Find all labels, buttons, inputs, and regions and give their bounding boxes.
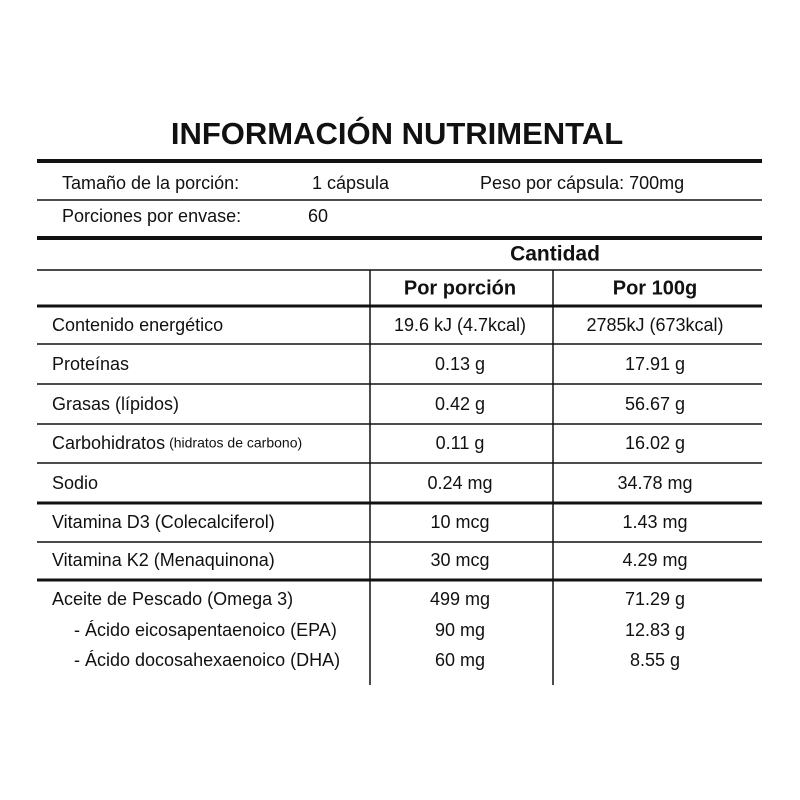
per-serving: 0.42 g bbox=[435, 394, 485, 414]
per-100g: 1.43 mg bbox=[622, 512, 687, 532]
per-100g: 17.91 g bbox=[625, 354, 685, 374]
per-serving: 19.6 kJ (4.7kcal) bbox=[394, 315, 526, 335]
per-serving: 60 mg bbox=[435, 650, 485, 670]
per-serving: 499 mg bbox=[430, 589, 490, 609]
nutrient-name: - Ácido docosahexaenoico (DHA) bbox=[74, 650, 340, 670]
per-100g: 8.55 g bbox=[630, 650, 680, 670]
nutrient-name: Vitamina D3 (Colecalciferol) bbox=[52, 512, 275, 532]
nutrient-name: - Ácido eicosapentaenoico (EPA) bbox=[74, 620, 337, 640]
nutrient-name: Carbohidratos bbox=[52, 433, 165, 453]
per-100g: 4.29 mg bbox=[622, 550, 687, 570]
per-100g: 2785kJ (673kcal) bbox=[586, 315, 723, 335]
nutrient-name: Grasas (lípidos) bbox=[52, 394, 179, 414]
per-serving: 90 mg bbox=[435, 620, 485, 640]
nutrient-name: Contenido energético bbox=[52, 315, 223, 335]
serving-size-label: Tamaño de la porción: bbox=[62, 173, 239, 193]
servings-value: 60 bbox=[308, 206, 328, 226]
per-serving: 30 mcg bbox=[430, 550, 489, 570]
per-serving: 0.11 g bbox=[436, 433, 485, 453]
nutrient-note: (hidratos de carbono) bbox=[169, 435, 302, 451]
nutrient-name: Vitamina K2 (Menaquinona) bbox=[52, 550, 275, 570]
nutrient-name: Sodio bbox=[52, 473, 98, 493]
per-serving: 0.24 mg bbox=[427, 473, 492, 493]
nutrient-name: Aceite de Pescado (Omega 3) bbox=[52, 589, 293, 609]
per-100g: 34.78 mg bbox=[617, 473, 692, 493]
column-header: Por 100g bbox=[613, 277, 697, 299]
group-header: Cantidad bbox=[510, 243, 600, 266]
title: INFORMACIÓN NUTRIMENTAL bbox=[171, 115, 623, 151]
servings-label: Porciones por envase: bbox=[62, 206, 241, 226]
nutrient-name: Proteínas bbox=[52, 354, 129, 374]
per-serving: 10 mcg bbox=[430, 512, 489, 532]
serving-size-value: 1 cápsula bbox=[312, 173, 390, 193]
serving-weight: Peso por cápsula: 700mg bbox=[480, 173, 684, 193]
column-header: Por porción bbox=[404, 277, 516, 299]
per-100g: 56.67 g bbox=[625, 394, 685, 414]
per-100g: 16.02 g bbox=[625, 433, 685, 453]
per-100g: 71.29 g bbox=[625, 589, 685, 609]
per-100g: 12.83 g bbox=[625, 620, 685, 640]
per-serving: 0.13 g bbox=[435, 354, 485, 374]
